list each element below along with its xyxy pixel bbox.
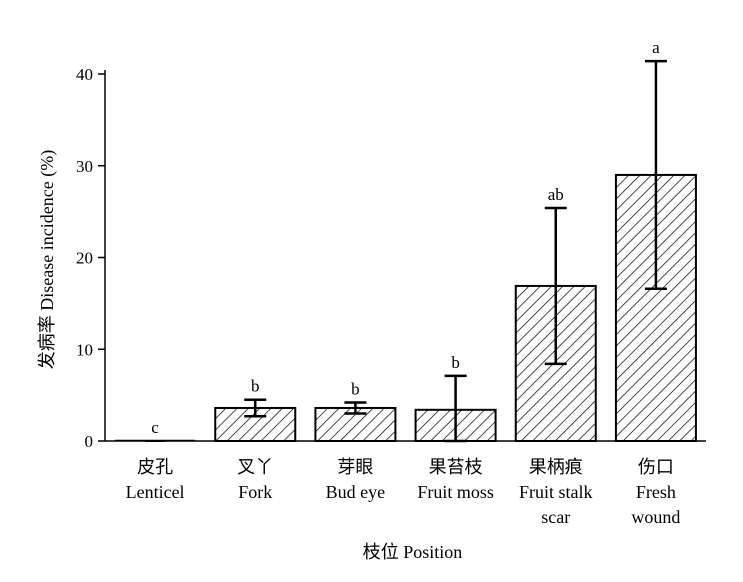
y-tick-label: 20: [76, 249, 93, 268]
labels: c 皮孔 Lenticel b 叉丫 Fork b 芽眼 Bud eye b 果苔枝 Fruit mo…: [126, 38, 681, 527]
y-tick-label: 40: [76, 65, 93, 84]
category-label-en: Fruit moss: [417, 482, 494, 502]
category-label-en: wound: [631, 507, 680, 527]
category-label-en: Lenticel: [126, 482, 185, 502]
significance-letter: b: [251, 377, 260, 396]
y-tick-label: 0: [85, 432, 94, 451]
significance-letter: a: [652, 38, 660, 57]
significance-letter: b: [451, 353, 460, 372]
category-label-zh: 芽眼: [337, 457, 373, 477]
category-label-zh: 叉丫: [237, 457, 273, 477]
bars: [115, 173, 697, 443]
y-tick-label: 30: [76, 157, 93, 176]
x-axis-title: 枝位 Position: [363, 542, 463, 562]
category-label-en: scar: [541, 507, 570, 527]
category-label-en: Fork: [238, 482, 272, 502]
category-label-en: Bud eye: [326, 482, 385, 502]
significance-letter: ab: [548, 185, 564, 204]
significance-letter: c: [151, 418, 159, 437]
error-bars: [145, 59, 667, 443]
category-label-zh: 伤口: [638, 457, 674, 477]
category-label-zh: 果苔枝: [429, 457, 483, 477]
y-tick-label: 10: [76, 340, 93, 359]
category-label-en: Fruit stalk: [519, 482, 593, 502]
y-axis-title: 发病率 Disease incidence (%): [37, 150, 58, 369]
significance-letter: b: [351, 379, 360, 398]
category-label-en: Fresh: [636, 482, 676, 502]
category-label-zh: 皮孔: [137, 457, 173, 477]
axes: 0 10 20 30 40 发病率 Disease incidence (%) 枝位 Pos…: [37, 65, 706, 562]
bar: [314, 406, 397, 442]
category-label-zh: 果柄痕: [529, 457, 583, 477]
